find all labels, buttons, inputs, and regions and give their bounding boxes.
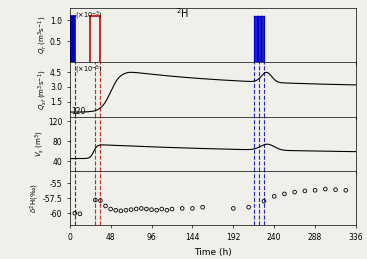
Point [128,207,134,212]
X-axis label: Time (h): Time (h) [194,248,232,256]
Point [281,192,287,196]
Y-axis label: $V_s\ (\mathrm{m^3})$: $V_s\ (\mathrm{m^3})$ [34,130,46,157]
Point [143,207,149,211]
Point [343,188,349,192]
Point [138,206,144,211]
Point [333,188,338,192]
Point [261,199,267,203]
Point [102,204,109,208]
Text: $^2\mathrm{H}$: $^2\mathrm{H}$ [176,6,189,20]
Point [118,209,124,213]
Y-axis label: $Q_r\ (\mathrm{m^3 s^{-1}})$: $Q_r\ (\mathrm{m^3 s^{-1}})$ [36,16,48,54]
Point [302,189,308,193]
Point [189,206,195,211]
Point [164,208,170,212]
Y-axis label: $\delta^2$H(‰): $\delta^2$H(‰) [29,183,41,213]
Point [92,198,98,202]
Point [292,190,298,194]
Point [77,212,83,216]
Point [322,187,328,191]
Point [246,205,251,209]
Point [154,208,160,212]
Point [133,207,139,211]
Point [149,207,155,212]
Point [312,188,318,192]
Point [179,206,185,211]
Text: $(\times10^{-3})$: $(\times10^{-3})$ [76,9,103,22]
Point [230,206,236,211]
Text: 120: 120 [71,107,86,116]
Point [271,194,277,198]
Point [159,207,165,211]
Text: $(\times10^{-5})$: $(\times10^{-5})$ [76,64,103,76]
Point [108,207,113,211]
Point [98,198,103,203]
Point [123,208,129,212]
Point [200,205,206,209]
Point [113,208,119,212]
Y-axis label: $Q_{sf}\ (\mathrm{m^3 s^{-1}})$: $Q_{sf}\ (\mathrm{m^3 s^{-1}})$ [36,69,48,110]
Point [169,207,175,211]
Point [72,211,78,215]
